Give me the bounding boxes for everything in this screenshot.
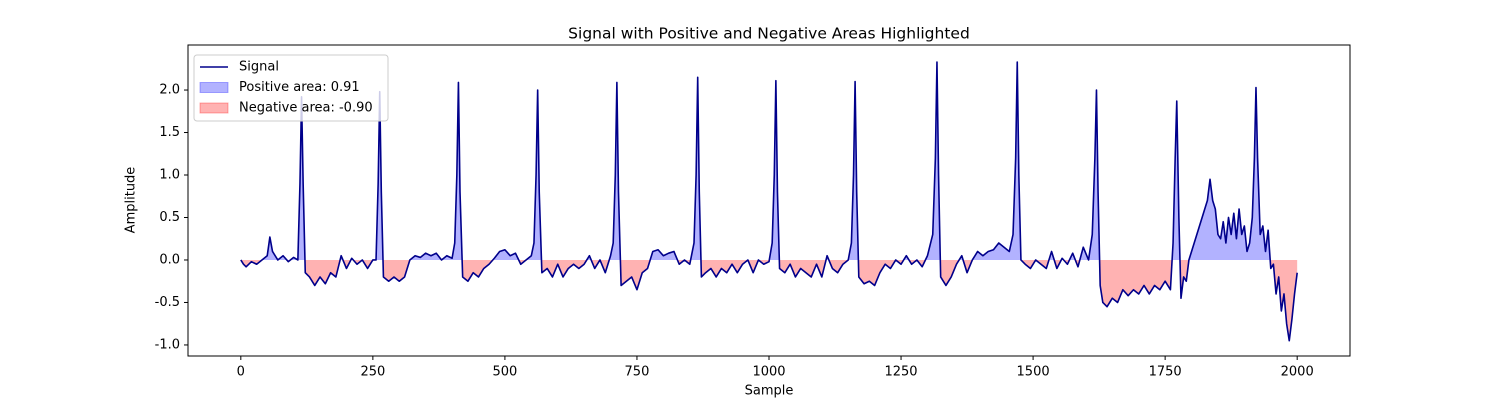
y-axis-label: Amplitude bbox=[124, 167, 139, 234]
area-fill bbox=[240, 259, 1298, 341]
x-tick-label: 2000 bbox=[1281, 365, 1314, 380]
x-tick-label: 750 bbox=[625, 365, 650, 380]
x-tick-label: 250 bbox=[360, 365, 385, 380]
legend-box bbox=[193, 54, 389, 122]
x-tick-label: 1000 bbox=[752, 365, 785, 380]
legend-label: Positive area: 0.91 bbox=[239, 80, 360, 95]
x-tick-label: 1500 bbox=[1017, 365, 1050, 380]
x-axis-label: Sample bbox=[745, 384, 794, 399]
y-tick-label: -1.0 bbox=[155, 337, 180, 352]
y-tick-label: 0.0 bbox=[159, 252, 180, 267]
plot-frame bbox=[187, 44, 1351, 357]
y-tick-label: 0.5 bbox=[159, 210, 180, 225]
y-tick-label: -0.5 bbox=[155, 295, 180, 310]
legend-label: Signal bbox=[239, 60, 279, 75]
y-tick-label: 1.0 bbox=[159, 168, 180, 183]
legend-label: Negative area: -0.90 bbox=[239, 101, 373, 116]
signal-line bbox=[240, 61, 1298, 342]
x-tick-label: 0 bbox=[237, 365, 245, 380]
area-fill bbox=[240, 61, 1271, 260]
x-tick-label: 500 bbox=[492, 365, 517, 380]
legend-swatch bbox=[199, 82, 229, 93]
y-tick-label: 1.5 bbox=[159, 125, 180, 140]
y-tick-label: 2.0 bbox=[159, 83, 180, 98]
x-tick-label: 1750 bbox=[1149, 365, 1182, 380]
x-tick-label: 1250 bbox=[884, 365, 917, 380]
chart-title: Signal with Positive and Negative Areas … bbox=[568, 25, 970, 43]
legend-swatch bbox=[199, 102, 229, 114]
